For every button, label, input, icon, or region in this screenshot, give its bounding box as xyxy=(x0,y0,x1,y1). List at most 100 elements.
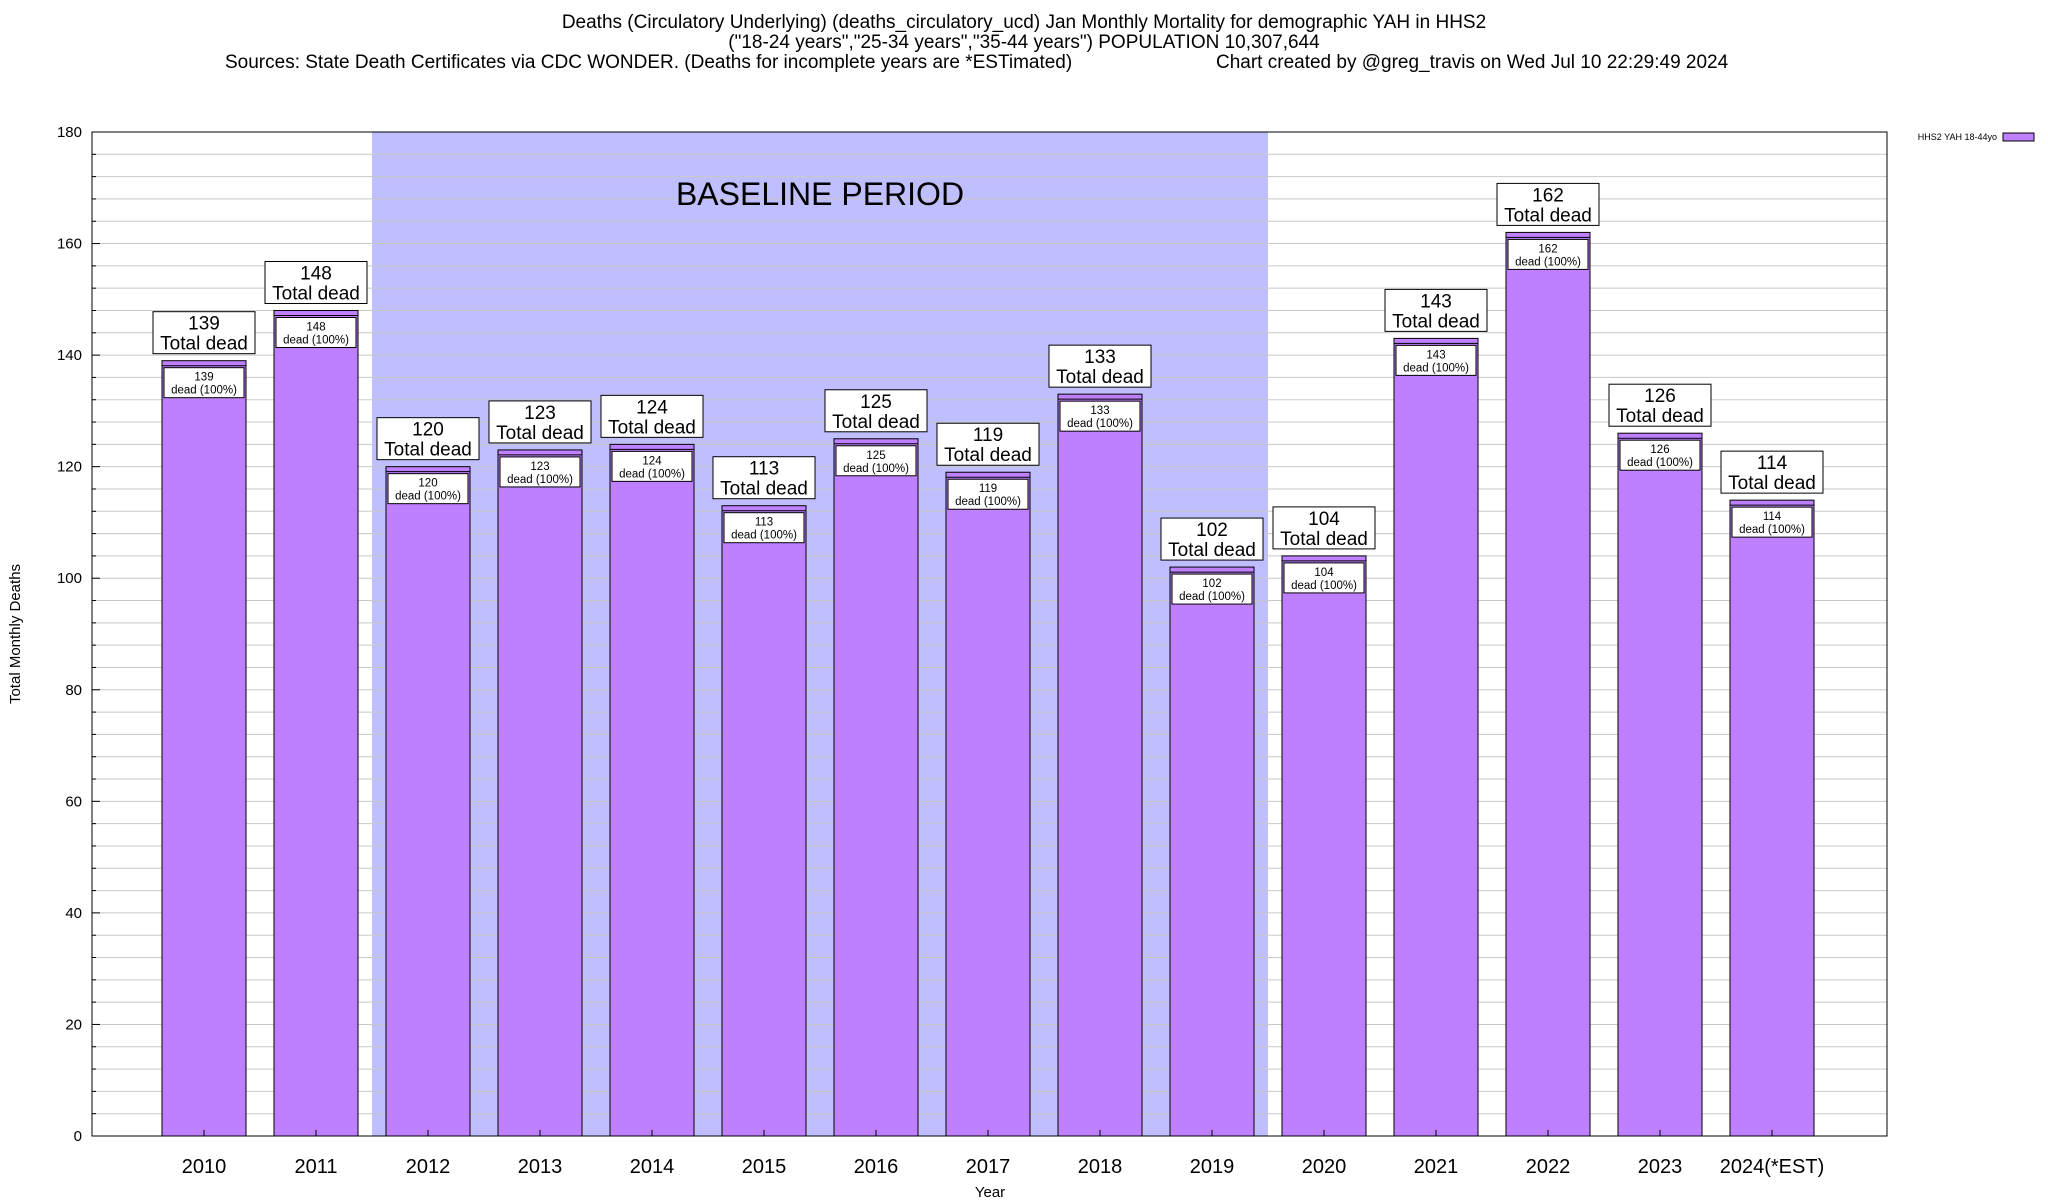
total-dead-label: Total dead xyxy=(1616,406,1704,427)
x-tick-label: 2010 xyxy=(182,1156,227,1178)
inner-label-box xyxy=(499,456,581,488)
x-tick-label: 2021 xyxy=(1414,1156,1459,1178)
total-label-box xyxy=(1384,288,1488,332)
inner-pct-label: dead (100%) xyxy=(619,468,685,480)
inner-value-label: 125 xyxy=(866,450,885,462)
y-tick-label: 0 xyxy=(74,1128,82,1145)
y-tick-label: 80 xyxy=(65,682,82,699)
total-dead-label: Total dead xyxy=(832,412,920,433)
total-value-label: 139 xyxy=(188,314,220,335)
total-label-box xyxy=(1048,344,1152,388)
inner-label-box xyxy=(1507,238,1589,270)
x-tick-label: 2014 xyxy=(630,1156,675,1178)
inner-label-box xyxy=(1619,439,1701,471)
inner-value-label: 143 xyxy=(1426,349,1445,361)
y-tick-label: 20 xyxy=(65,1016,82,1033)
bar-2024(*EST) xyxy=(1729,499,1815,1137)
total-dead-label: Total dead xyxy=(272,283,360,304)
total-dead-label: Total dead xyxy=(1504,205,1592,226)
total-label-box xyxy=(1496,182,1600,226)
chart-credit: Chart created by @greg_travis on Wed Jul… xyxy=(1216,52,1729,73)
y-tick-label: 100 xyxy=(57,570,82,587)
total-value-label: 123 xyxy=(524,403,556,424)
total-dead-label: Total dead xyxy=(1056,367,1144,388)
bar-2019 xyxy=(1169,566,1255,1137)
total-dead-label: Total dead xyxy=(1280,529,1368,550)
y-axis-label: Total Monthly Deaths xyxy=(7,564,24,704)
inner-value-label: 119 xyxy=(979,483,997,495)
total-value-label: 124 xyxy=(636,397,668,418)
inner-pct-label: dead (100%) xyxy=(731,530,797,542)
bar-2018 xyxy=(1057,393,1143,1137)
y-tick-label: 120 xyxy=(57,459,82,476)
total-label-box xyxy=(936,422,1040,466)
inner-value-label: 148 xyxy=(306,321,325,333)
total-value-label: 143 xyxy=(1420,291,1452,312)
inner-pct-label: dead (100%) xyxy=(395,491,461,503)
inner-value-label: 123 xyxy=(530,461,549,473)
inner-value-label: 139 xyxy=(194,372,213,384)
bar-2013 xyxy=(497,449,583,1137)
x-tick-label: 2012 xyxy=(406,1156,451,1178)
total-value-label: 114 xyxy=(1757,453,1788,474)
y-tick-label: 180 xyxy=(57,124,82,141)
bar-2021 xyxy=(1393,337,1479,1137)
total-label-box xyxy=(376,417,480,461)
inner-pct-label: dead (100%) xyxy=(1067,418,1133,430)
x-axis-label: Year xyxy=(975,1184,1005,1200)
inner-pct-label: dead (100%) xyxy=(507,474,573,486)
x-tick-label: 2023 xyxy=(1638,1156,1683,1178)
bar-2017 xyxy=(945,471,1031,1137)
total-value-label: 113 xyxy=(749,459,779,480)
inner-label-box xyxy=(387,473,469,505)
total-label-box xyxy=(152,311,256,355)
legend: HHS2 YAH 18-44yo xyxy=(1918,132,2035,142)
bar-2014 xyxy=(609,443,695,1137)
y-tick-label: 60 xyxy=(65,793,82,810)
bar-2016 xyxy=(833,438,919,1137)
x-tick-label: 2015 xyxy=(742,1156,787,1178)
inner-pct-label: dead (100%) xyxy=(843,463,909,475)
bar-2015 xyxy=(721,505,807,1137)
bar-2010 xyxy=(161,360,247,1137)
inner-label-box xyxy=(1283,562,1365,594)
inner-value-label: 114 xyxy=(1763,511,1782,523)
x-tick-label: 2018 xyxy=(1078,1156,1123,1178)
total-value-label: 148 xyxy=(300,263,332,284)
total-label-box xyxy=(824,389,928,433)
inner-label-box xyxy=(1059,400,1141,432)
baseline-period-label: BASELINE PERIOD xyxy=(676,176,964,212)
total-label-box xyxy=(1160,517,1264,561)
inner-value-label: 162 xyxy=(1538,243,1557,255)
bar-2012 xyxy=(385,466,471,1137)
inner-value-label: 104 xyxy=(1314,567,1334,579)
total-dead-label: Total dead xyxy=(944,445,1032,466)
total-dead-label: Total dead xyxy=(496,423,584,444)
inner-pct-label: dead (100%) xyxy=(171,385,237,397)
inner-label-box xyxy=(163,367,245,399)
total-value-label: 162 xyxy=(1532,185,1564,206)
bars xyxy=(161,231,1815,1137)
legend-swatch xyxy=(2002,132,2035,142)
total-value-label: 126 xyxy=(1644,386,1676,407)
inner-pct-label: dead (100%) xyxy=(1291,580,1357,592)
legend-label: HHS2 YAH 18-44yo xyxy=(1918,132,1997,142)
inner-label-box xyxy=(1171,573,1253,605)
chart-title: Deaths (Circulatory Underlying) (deaths_… xyxy=(561,12,1487,33)
inner-pct-label: dead (100%) xyxy=(283,334,349,346)
inner-label-box xyxy=(275,316,357,348)
inner-label-box xyxy=(1395,344,1477,376)
inner-pct-label: dead (100%) xyxy=(955,496,1021,508)
total-dead-label: Total dead xyxy=(384,440,472,461)
chart-sources: Sources: State Death Certificates via CD… xyxy=(225,52,1073,73)
total-label-box xyxy=(712,456,816,500)
inner-label-box xyxy=(611,450,693,482)
total-value-label: 102 xyxy=(1196,520,1228,541)
inner-pct-label: dead (100%) xyxy=(1739,524,1805,536)
x-tick-label: 2016 xyxy=(854,1156,899,1178)
x-tick-label: 2020 xyxy=(1302,1156,1347,1178)
total-dead-label: Total dead xyxy=(160,334,248,355)
total-value-label: 125 xyxy=(860,392,892,413)
total-label-box xyxy=(1720,450,1824,494)
y-tick-label: 140 xyxy=(57,347,82,364)
